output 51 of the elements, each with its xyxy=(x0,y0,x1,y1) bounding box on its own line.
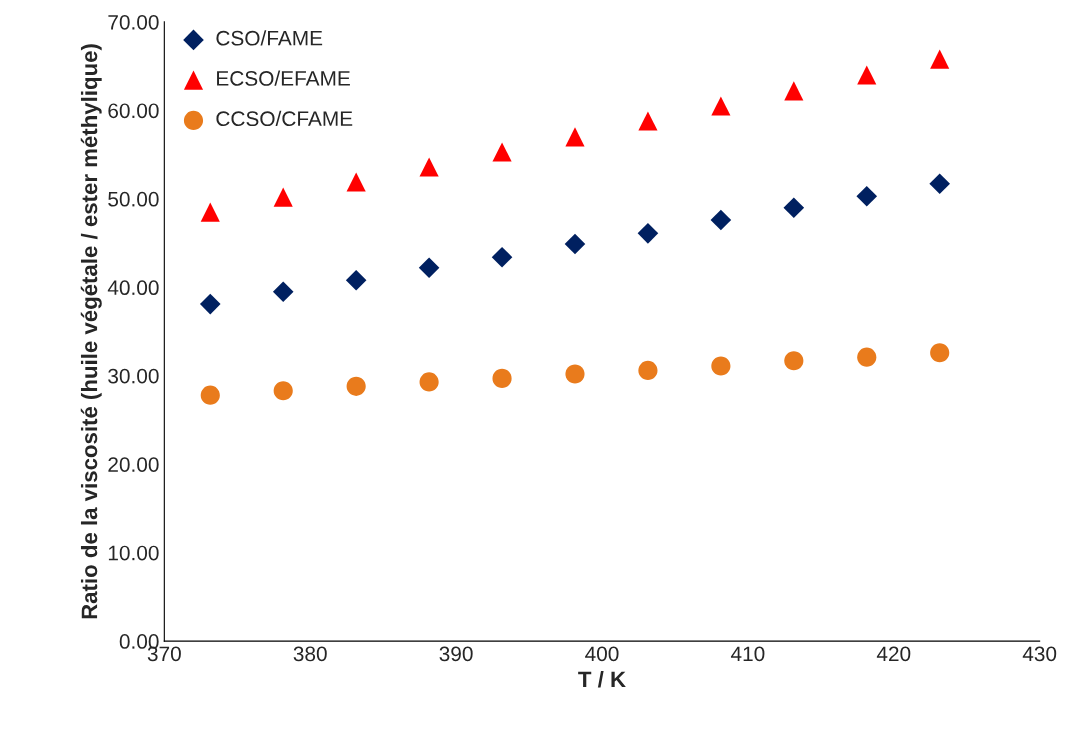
legend-label: CCSO/CFAME xyxy=(216,110,353,127)
x-axis-title: T / K xyxy=(578,670,626,688)
point xyxy=(638,111,658,131)
point xyxy=(419,157,439,177)
point xyxy=(637,223,659,244)
point xyxy=(346,172,366,192)
point xyxy=(492,368,512,388)
point xyxy=(784,81,804,101)
point xyxy=(200,385,220,405)
y-axis-title: Ratio de la viscosité (huile végétale / ester méthylique) xyxy=(80,44,102,619)
point xyxy=(638,360,658,380)
point xyxy=(565,127,585,147)
x-tick-label: 420 xyxy=(876,646,911,662)
y-tick-label: 60.00 xyxy=(108,103,159,119)
point xyxy=(930,343,950,363)
point xyxy=(857,65,877,85)
point xyxy=(856,185,878,207)
point xyxy=(857,347,877,367)
x-tick-label: 400 xyxy=(585,646,619,662)
point xyxy=(784,351,804,371)
x-tick-label: 390 xyxy=(439,646,473,662)
point xyxy=(491,246,513,268)
point xyxy=(710,209,732,231)
y-tick-label: 40.00 xyxy=(107,280,159,296)
point xyxy=(564,233,586,255)
point xyxy=(272,281,294,303)
point xyxy=(419,372,439,392)
point xyxy=(273,381,293,401)
point xyxy=(346,376,366,396)
x-tick-label: 410 xyxy=(730,646,765,662)
point xyxy=(492,142,512,162)
point xyxy=(711,96,731,116)
legend-label: CSO/FAME xyxy=(216,30,323,46)
x-tick-label: 380 xyxy=(293,646,327,662)
point xyxy=(783,197,805,218)
y-tick-label: 20.00 xyxy=(108,457,159,472)
point xyxy=(711,356,731,376)
x-tick-label: 430 xyxy=(1022,646,1057,662)
point xyxy=(200,202,220,222)
point xyxy=(273,187,293,207)
point xyxy=(199,293,221,315)
point xyxy=(345,269,367,291)
y-tick-label: 30.00 xyxy=(108,368,159,384)
y-tick-label: 50.00 xyxy=(108,191,159,207)
point xyxy=(930,49,950,69)
legend-label: ECSO/EFAME xyxy=(217,70,350,86)
point xyxy=(565,364,585,384)
y-tick-label: 10.00 xyxy=(108,545,159,561)
point xyxy=(929,173,950,195)
y-tick-label: 70.00 xyxy=(108,14,159,30)
point xyxy=(418,257,440,279)
